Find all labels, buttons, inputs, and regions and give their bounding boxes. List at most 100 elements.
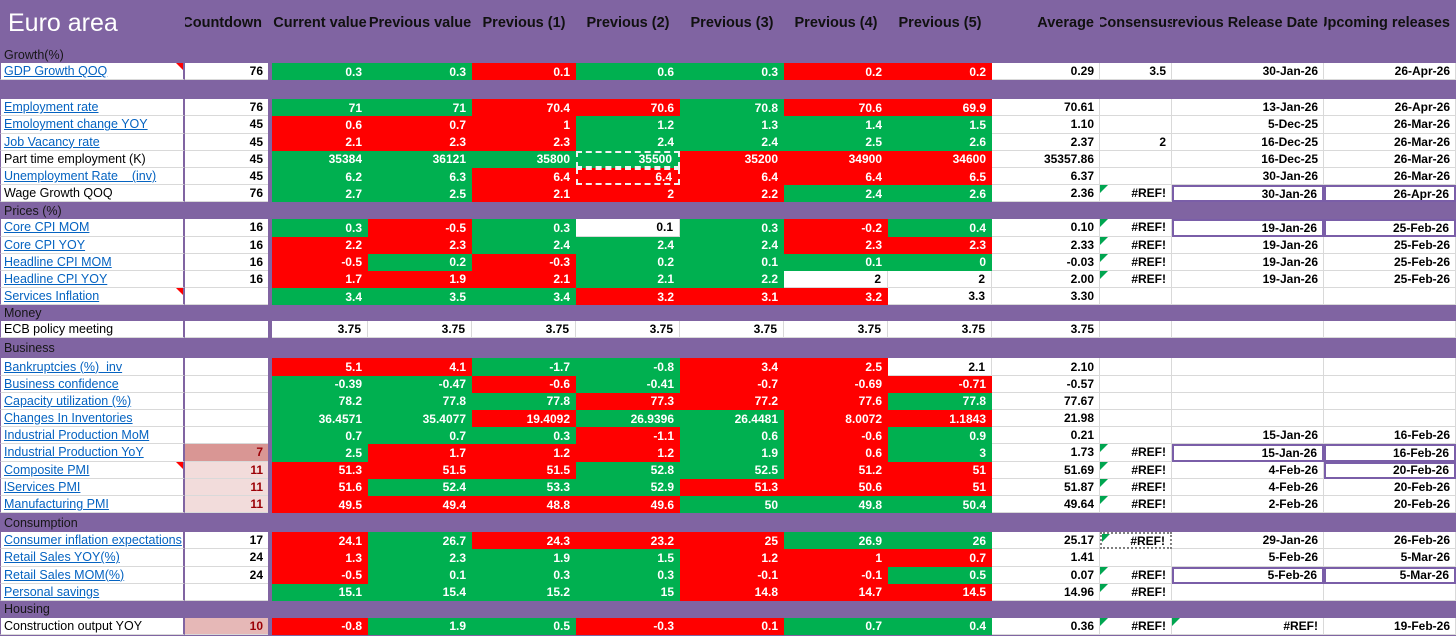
upcoming-release-cell[interactable] (1324, 410, 1456, 428)
consensus-cell[interactable]: #REF! (1100, 444, 1172, 462)
previous-value-cell[interactable]: 6.3 (368, 167, 472, 186)
previous-2-cell[interactable]: 0.6 (576, 63, 680, 81)
previous-value-cell[interactable]: 51.5 (368, 461, 472, 479)
row-label-cell[interactable]: Job Vacancy rate (0, 133, 185, 151)
previous-3-cell[interactable]: 70.8 (680, 99, 784, 117)
previous-value-cell[interactable]: 2.5 (368, 185, 472, 203)
consensus-cell[interactable]: #REF! (1100, 236, 1172, 254)
previous-2-cell[interactable]: 2.1 (576, 270, 680, 289)
previous-release-date-cell[interactable] (1172, 375, 1324, 393)
previous-value-cell[interactable]: 71 (368, 99, 472, 117)
countdown-cell[interactable] (185, 410, 268, 428)
previous-release-date-cell[interactable]: 16-Dec-25 (1172, 150, 1324, 168)
previous-3-cell[interactable]: 52.5 (680, 461, 784, 479)
upcoming-release-cell[interactable]: 16-Feb-26 (1324, 427, 1456, 445)
previous-1-cell[interactable]: -1.7 (472, 358, 576, 376)
previous-4-cell[interactable]: 8.0072 (784, 410, 888, 428)
previous-3-cell[interactable]: 2.4 (680, 133, 784, 151)
average-cell[interactable]: 1.10 (992, 116, 1100, 134)
row-label-cell[interactable]: Unemployment Rate (inv) (0, 167, 185, 186)
upcoming-release-cell[interactable]: 26-Apr-26 (1324, 185, 1456, 203)
countdown-cell[interactable]: 76 (185, 185, 268, 203)
previous-4-cell[interactable]: 2 (784, 270, 888, 289)
upcoming-release-cell[interactable]: 5-Mar-26 (1324, 549, 1456, 567)
consensus-cell[interactable] (1100, 358, 1172, 376)
row-label-cell[interactable]: Part time employment (K) (0, 150, 185, 168)
previous-5-cell[interactable]: 3.3 (888, 288, 992, 306)
previous-5-cell[interactable]: 2.6 (888, 133, 992, 151)
consensus-cell[interactable] (1100, 321, 1172, 339)
average-cell[interactable]: 51.87 (992, 478, 1100, 496)
upcoming-release-cell[interactable]: 19-Feb-26 (1324, 617, 1456, 636)
previous-2-cell[interactable]: 1.2 (576, 116, 680, 134)
current-value-cell[interactable]: -0.8 (272, 617, 368, 636)
current-value-cell[interactable]: -0.5 (272, 566, 368, 584)
average-cell[interactable]: 2.10 (992, 358, 1100, 376)
current-value-cell[interactable]: 0.3 (272, 219, 368, 237)
average-cell[interactable]: 1.41 (992, 549, 1100, 567)
consensus-cell[interactable]: #REF! (1100, 253, 1172, 271)
previous-3-cell[interactable]: -0.7 (680, 375, 784, 393)
indicator-link[interactable]: GDP Growth QOQ (4, 64, 108, 79)
previous-release-date-cell[interactable]: 13-Jan-26 (1172, 99, 1324, 117)
previous-5-cell[interactable]: 0.7 (888, 549, 992, 567)
previous-2-cell[interactable]: -0.41 (576, 375, 680, 393)
upcoming-release-cell[interactable]: 25-Feb-26 (1324, 219, 1456, 237)
previous-4-cell[interactable]: -0.2 (784, 219, 888, 237)
previous-5-cell[interactable]: 2 (888, 270, 992, 289)
average-cell[interactable]: -0.03 (992, 253, 1100, 271)
previous-value-cell[interactable]: 3.75 (368, 321, 472, 339)
consensus-cell[interactable]: #REF! (1100, 532, 1172, 550)
average-cell[interactable]: 0.10 (992, 219, 1100, 237)
previous-3-cell[interactable]: 2.4 (680, 236, 784, 254)
previous-4-cell[interactable]: 0.6 (784, 444, 888, 462)
consensus-cell[interactable] (1100, 150, 1172, 168)
previous-3-cell[interactable]: 2.2 (680, 185, 784, 203)
previous-3-cell[interactable]: 3.4 (680, 358, 784, 376)
previous-4-cell[interactable]: 26.9 (784, 532, 888, 550)
previous-1-cell[interactable]: 53.3 (472, 478, 576, 496)
previous-2-cell[interactable]: 35500 (576, 150, 680, 168)
countdown-cell[interactable] (185, 427, 268, 445)
previous-value-cell[interactable]: -0.47 (368, 375, 472, 393)
sheet-title-cell[interactable]: Euro area (8, 8, 118, 37)
previous-2-cell[interactable]: 52.8 (576, 461, 680, 479)
previous-2-cell[interactable]: 2.4 (576, 133, 680, 151)
previous-4-cell[interactable]: 77.6 (784, 392, 888, 410)
row-label-cell[interactable]: Emoloyment change YOY (0, 116, 185, 134)
previous-5-cell[interactable]: 50.4 (888, 495, 992, 514)
previous-5-cell[interactable]: 51 (888, 461, 992, 479)
current-value-cell[interactable]: 5.1 (272, 358, 368, 376)
previous-release-date-cell[interactable]: 4-Feb-26 (1172, 478, 1324, 496)
previous-1-cell[interactable]: 3.4 (472, 288, 576, 306)
average-cell[interactable]: 21.98 (992, 410, 1100, 428)
previous-5-cell[interactable]: 77.8 (888, 392, 992, 410)
consensus-cell[interactable]: 2 (1100, 133, 1172, 151)
countdown-cell[interactable]: 11 (185, 478, 268, 496)
previous-2-cell[interactable]: -0.8 (576, 358, 680, 376)
previous-release-date-cell[interactable] (1172, 358, 1324, 376)
indicator-link[interactable]: Job Vacancy rate (4, 134, 100, 149)
previous-3-cell[interactable]: -0.1 (680, 566, 784, 584)
row-label-cell[interactable]: Industrial Production YoY (0, 444, 185, 462)
current-value-cell[interactable]: 1.7 (272, 270, 368, 289)
previous-value-cell[interactable]: 1.7 (368, 444, 472, 462)
previous-value-cell[interactable]: 0.2 (368, 253, 472, 271)
consensus-cell[interactable]: #REF! (1100, 478, 1172, 496)
average-cell[interactable]: -0.57 (992, 375, 1100, 393)
consensus-cell[interactable]: #REF! (1100, 495, 1172, 514)
previous-4-cell[interactable]: -0.1 (784, 566, 888, 584)
previous-value-cell[interactable]: 2.3 (368, 133, 472, 151)
row-label-cell[interactable]: Business confidence (0, 375, 185, 393)
previous-5-cell[interactable]: 0.2 (888, 63, 992, 81)
previous-value-cell[interactable]: 77.8 (368, 392, 472, 410)
previous-4-cell[interactable]: 49.8 (784, 495, 888, 514)
previous-5-cell[interactable]: 14.5 (888, 583, 992, 601)
column-header-cell[interactable]: Previous (1) (482, 15, 566, 31)
column-header-cell[interactable]: Previous (2) (586, 15, 670, 31)
indicator-link[interactable]: Personal savings (4, 584, 100, 599)
row-label-cell[interactable]: Core CPI YOY (0, 236, 185, 254)
current-value-cell[interactable]: 49.5 (272, 495, 368, 514)
consensus-cell[interactable]: #REF! (1100, 617, 1172, 636)
countdown-cell[interactable]: 45 (185, 116, 268, 134)
